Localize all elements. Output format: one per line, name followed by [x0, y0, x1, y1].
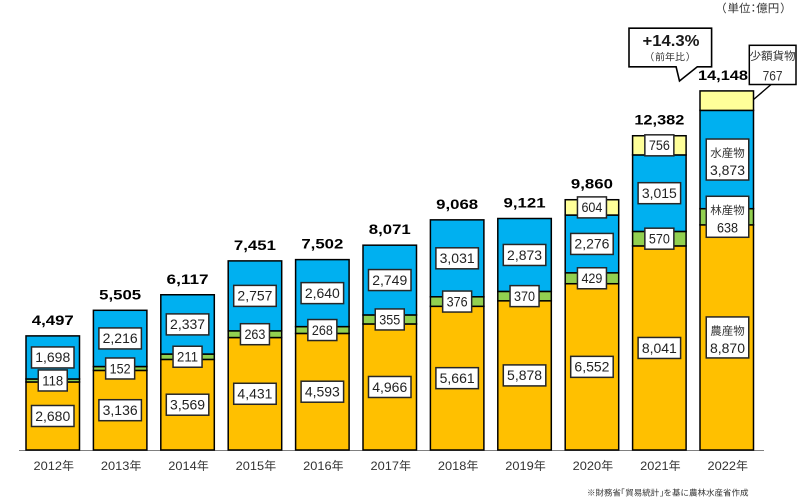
svg-text:2012: 2012 [34, 459, 63, 473]
svg-text:2,873: 2,873 [507, 248, 542, 263]
svg-text:3,136: 3,136 [103, 403, 138, 418]
svg-text:211: 211 [177, 350, 198, 365]
svg-text:2016: 2016 [303, 459, 332, 473]
svg-text:2018: 2018 [438, 459, 467, 473]
svg-text:756: 756 [649, 138, 670, 153]
svg-text:4,497: 4,497 [32, 312, 74, 328]
svg-text:2017: 2017 [371, 459, 400, 473]
svg-text:2,216: 2,216 [103, 331, 138, 346]
svg-text:5,661: 5,661 [440, 371, 475, 386]
svg-text:2,680: 2,680 [35, 409, 70, 424]
svg-text:268: 268 [312, 323, 333, 338]
svg-text:152: 152 [110, 361, 131, 376]
svg-text:263: 263 [244, 327, 265, 342]
svg-text:12,382: 12,382 [634, 112, 684, 128]
svg-text:8,041: 8,041 [642, 341, 677, 356]
svg-text:429: 429 [581, 271, 602, 286]
svg-text:2022: 2022 [708, 459, 737, 473]
svg-text:5,505: 5,505 [99, 286, 141, 302]
svg-text:+14.3%: +14.3% [643, 33, 700, 50]
svg-text:4,966: 4,966 [372, 380, 407, 395]
svg-text:2013: 2013 [101, 459, 130, 473]
svg-text:8,870: 8,870 [710, 341, 745, 356]
svg-text:3,569: 3,569 [170, 398, 205, 413]
svg-text:2021: 2021 [640, 459, 669, 473]
svg-text:9,860: 9,860 [571, 176, 613, 192]
svg-text:2020: 2020 [573, 459, 602, 473]
svg-text:6,552: 6,552 [574, 360, 609, 375]
svg-text:2,757: 2,757 [237, 289, 272, 304]
svg-text:370: 370 [514, 289, 535, 304]
svg-text:2,276: 2,276 [574, 237, 609, 252]
svg-text:5,878: 5,878 [507, 368, 542, 383]
svg-text:570: 570 [649, 231, 670, 246]
svg-text:7,451: 7,451 [234, 237, 276, 253]
svg-text:2019: 2019 [505, 459, 534, 473]
svg-text:376: 376 [447, 294, 468, 309]
svg-text:604: 604 [581, 200, 602, 215]
svg-text:2015: 2015 [236, 459, 265, 473]
svg-text:14,148: 14,148 [698, 67, 748, 83]
svg-text:4,593: 4,593 [305, 385, 340, 400]
svg-text:3,873: 3,873 [710, 163, 745, 178]
svg-text:3,031: 3,031 [440, 251, 475, 266]
svg-text:638: 638 [717, 220, 738, 235]
svg-text:767: 767 [763, 68, 783, 83]
svg-text:3,015: 3,015 [642, 186, 677, 201]
svg-text:2,337: 2,337 [170, 317, 205, 332]
svg-text:4,431: 4,431 [237, 387, 272, 402]
svg-text:118: 118 [42, 373, 63, 388]
svg-text:7,502: 7,502 [301, 236, 343, 252]
svg-text:6,117: 6,117 [167, 271, 209, 287]
svg-text:8,071: 8,071 [369, 221, 411, 237]
svg-text:2,640: 2,640 [305, 286, 340, 301]
svg-text:2,749: 2,749 [372, 273, 407, 288]
svg-text:355: 355 [379, 312, 400, 327]
svg-text:9,068: 9,068 [436, 196, 478, 212]
svg-text:9,121: 9,121 [504, 195, 546, 211]
svg-text:1,698: 1,698 [35, 350, 70, 365]
svg-text:2014: 2014 [168, 459, 197, 473]
